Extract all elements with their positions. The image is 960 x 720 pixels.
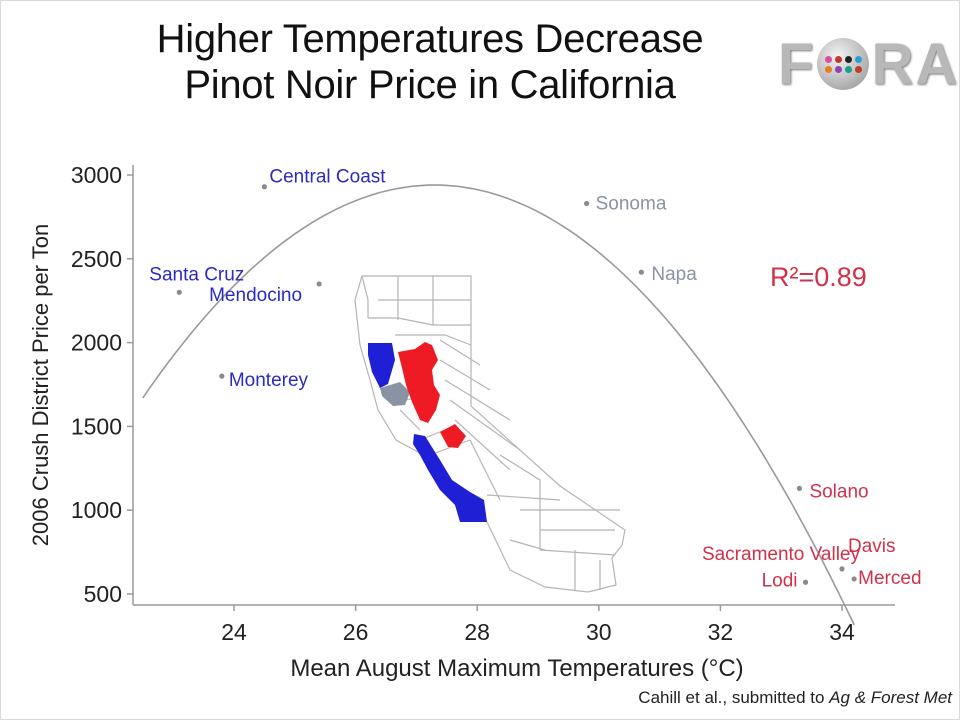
logo-dot [844, 65, 852, 73]
logo-dot [834, 65, 842, 73]
central-coast-region [413, 434, 487, 522]
point-label: Central Coast [269, 167, 386, 188]
y-tick-label: 2000 [71, 330, 122, 356]
title-line-2: Pinot Noir Price in California [184, 63, 676, 107]
citation-prefix: Cahill et al., submitted to [638, 688, 830, 707]
point-label: Sonoma [596, 193, 667, 214]
point-label: Lodi [762, 570, 798, 591]
x-axis-ticks: 24 26 28 30 32 34 [221, 605, 855, 645]
california-map-inset [354, 275, 626, 593]
data-point [802, 579, 809, 585]
point-label: Santa Cruz [149, 264, 244, 285]
y-tick-label: 1500 [71, 413, 122, 439]
logo-globe-icon [817, 38, 870, 90]
y-axis-label: 2006 Crush District Price per Ton [28, 224, 53, 546]
x-tick-label: 24 [221, 619, 247, 645]
point-label: Sacramento Valley [702, 544, 861, 565]
x-axis-label: Mean August Maximum Temperatures (°C) [290, 655, 743, 682]
napa-region [380, 382, 410, 406]
quadratic-fit-curve [142, 184, 855, 626]
citation-journal: Ag & Forest Met [829, 688, 952, 707]
point-label: Merced [858, 568, 921, 589]
r-squared-annotation: R²=0.89 [770, 262, 867, 292]
y-axis-ticks: 500 1000 1500 2000 2500 3000 [71, 162, 133, 607]
y-tick-label: 500 [84, 581, 122, 607]
sacramento-valley-region [398, 342, 440, 423]
coastal-counties [368, 343, 487, 522]
fora-logo: F RA [778, 32, 959, 97]
inland-counties [398, 342, 466, 448]
logo-text-left: F [778, 31, 816, 97]
data-point [176, 289, 182, 295]
data-point [839, 566, 845, 572]
x-tick-label: 32 [708, 619, 734, 645]
mendocino-sonoma-region [368, 343, 395, 388]
data-point [219, 373, 225, 379]
data-point [261, 184, 267, 190]
point-label: Monterey [229, 370, 309, 391]
data-point [316, 281, 322, 287]
citation: Cahill et al., submitted to Ag & Forest … [638, 688, 952, 708]
x-tick-label: 28 [464, 619, 490, 645]
data-point [638, 269, 644, 275]
point-label: Solano [809, 481, 868, 502]
point-label: Napa [651, 264, 697, 285]
data-point [584, 200, 590, 207]
logo-dot [844, 55, 852, 63]
x-tick-label: 30 [586, 619, 612, 645]
point-label: Davis [848, 536, 896, 557]
logo-text-right: RA [871, 31, 960, 97]
axes [132, 165, 895, 606]
logo-dot [854, 65, 862, 73]
x-tick-label: 26 [343, 619, 369, 645]
logo-dot [834, 55, 842, 63]
chart-title: Higher Temperatures Decrease Pinot Noir … [80, 16, 780, 108]
y-tick-label: 1000 [71, 497, 122, 523]
data-point [796, 485, 803, 492]
y-tick-label: 2500 [71, 246, 122, 272]
merced-region [440, 424, 466, 448]
logo-dot [824, 55, 832, 63]
data-point [851, 576, 857, 582]
logo-dot [854, 55, 862, 63]
logo-dot [824, 65, 832, 73]
title-line-1: Higher Temperatures Decrease [156, 17, 704, 61]
point-label: Mendocino [209, 285, 302, 306]
x-tick-label: 34 [829, 619, 855, 645]
y-tick-label: 3000 [71, 162, 122, 188]
